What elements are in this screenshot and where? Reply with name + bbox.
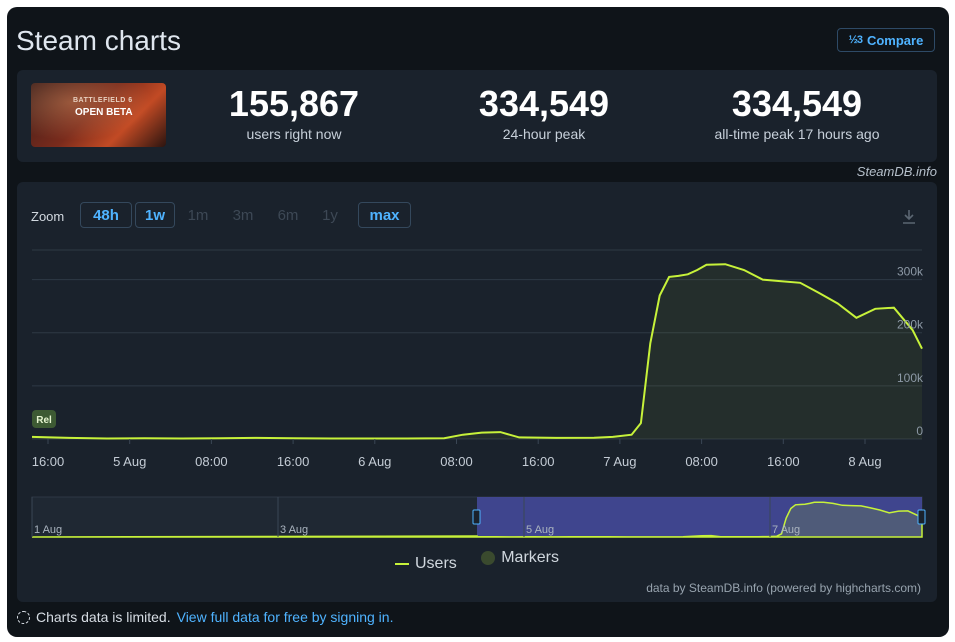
- stat-current-users: 155,867 users right now: [199, 83, 389, 143]
- thumbnail-title: OPEN BETA: [75, 107, 133, 118]
- stat-label: 24-hour peak: [502, 126, 586, 142]
- footer-text: Charts data is limited.: [36, 609, 171, 625]
- navigator-left-handle[interactable]: [472, 509, 481, 525]
- x-tick-label: 8 Aug: [848, 454, 881, 469]
- zoom-label: Zoom: [31, 209, 65, 224]
- zoom-max-button[interactable]: max: [358, 202, 411, 228]
- markers-dot-icon: [481, 551, 496, 565]
- x-tick-label: 6 Aug: [358, 454, 391, 469]
- x-tick-label: 08:00: [195, 454, 228, 469]
- zoom-6m-button[interactable]: 6m: [277, 206, 299, 224]
- chart-credit: data by SteamDB.info (powered by highcha…: [646, 581, 921, 595]
- game-thumbnail[interactable]: BATTLEFIELD 6 OPEN BETA: [31, 83, 166, 147]
- zoom-1w-button[interactable]: 1w: [135, 202, 175, 228]
- steamdb-watermark: SteamDB.info: [856, 164, 937, 179]
- stat-label: all-time peak 17 hours ago: [714, 126, 880, 142]
- thumbnail-art: [31, 83, 166, 147]
- zoom-3m-button[interactable]: 3m: [232, 206, 254, 224]
- stat-value: 155,867: [228, 83, 360, 124]
- navigator-right-handle[interactable]: [917, 509, 926, 525]
- navigator[interactable]: 1 Aug 3 Aug 5 Aug 7 Aug: [31, 496, 926, 538]
- legend-markers[interactable]: Markers: [481, 549, 559, 567]
- sign-in-link[interactable]: View full data for free by signing in.: [176, 609, 394, 625]
- navigator-labels: 1 Aug 3 Aug 5 Aug 7 Aug: [31, 497, 800, 537]
- zoom-1y-button[interactable]: 1y: [322, 206, 338, 224]
- users-area: [32, 264, 922, 439]
- x-tick-label: 16:00: [767, 454, 800, 469]
- compare-label: Compare: [866, 32, 924, 48]
- y-tick-label: 0: [916, 424, 923, 438]
- navigator-label: 1 Aug: [34, 524, 62, 536]
- footer-notice: Charts data is limited. View full data f…: [17, 609, 393, 625]
- chart-panel: Zoom 48h 1w 1m 3m 6m 1y max 0 100k 200k 300…: [17, 182, 937, 602]
- chart-svg: 0 100k 200k 300k 16:00 5 Aug 08:00 16:00 6 Aug 0…: [31, 249, 926, 538]
- chart-legend: Users Markers: [17, 549, 937, 573]
- x-tick-label: 08:00: [685, 454, 718, 469]
- legend-users[interactable]: Users: [394, 555, 457, 573]
- fraction-icon: ½3: [848, 34, 863, 46]
- release-marker[interactable]: Rel: [32, 410, 56, 428]
- stat-value: 334,549: [731, 83, 863, 124]
- y-tick-label: 300k: [897, 265, 924, 279]
- stat-value: 334,549: [478, 83, 610, 124]
- stats-bar: BATTLEFIELD 6 OPEN BETA 155,867 users ri…: [17, 70, 937, 162]
- y-axis: 0 100k 200k 300k: [897, 265, 924, 438]
- page-title: Steam charts: [16, 25, 181, 56]
- steam-charts-widget: Steam charts ½3 Compare BATTLEFIELD 6 OP…: [7, 7, 949, 637]
- x-axis: 16:00 5 Aug 08:00 16:00 6 Aug 08:00 16:00 7 Aug…: [32, 439, 882, 469]
- y-tick-label: 100k: [897, 371, 924, 385]
- y-tick-label: 200k: [897, 318, 924, 332]
- x-tick-label: 08:00: [440, 454, 473, 469]
- x-tick-label: 16:00: [277, 454, 310, 469]
- x-tick-label: 16:00: [522, 454, 555, 469]
- stat-all-time-peak: 334,549 all-time peak 17 hours ago: [697, 83, 897, 143]
- users-series-line: [31, 263, 923, 440]
- x-tick-label: 5 Aug: [113, 454, 146, 469]
- x-tick-label: 7 Aug: [603, 454, 636, 469]
- navigator-label: 7 Aug: [772, 524, 800, 536]
- release-marker-label: Rel: [36, 415, 52, 426]
- compare-button[interactable]: ½3 Compare: [837, 28, 935, 52]
- thumbnail-subtitle: BATTLEFIELD 6: [73, 97, 133, 104]
- x-tick-label: 16:00: [32, 454, 65, 469]
- navigator-label: 3 Aug: [280, 524, 308, 536]
- download-icon[interactable]: [901, 209, 917, 225]
- navigator-label: 5 Aug: [526, 524, 554, 536]
- stat-label: users right now: [246, 126, 342, 142]
- stat-24h-peak: 334,549 24-hour peak: [449, 83, 639, 143]
- users-line-icon: [394, 563, 409, 565]
- limited-data-icon: [17, 610, 30, 624]
- navigator-line: [31, 501, 923, 538]
- zoom-48h-button[interactable]: 48h: [80, 202, 132, 228]
- zoom-1m-button[interactable]: 1m: [187, 206, 209, 224]
